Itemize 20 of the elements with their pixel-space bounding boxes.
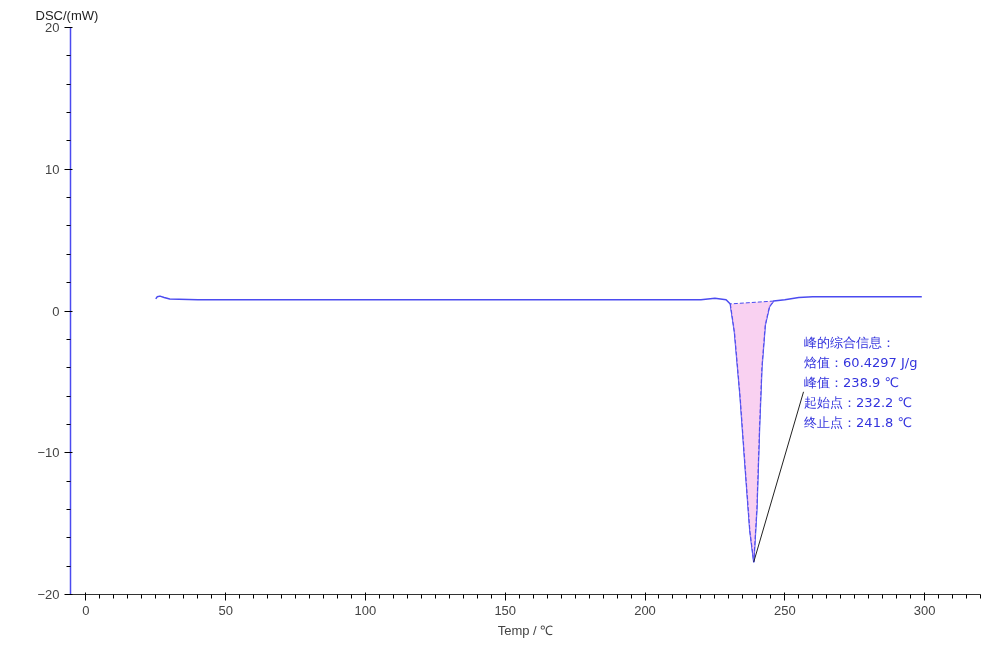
annotation: 峰值：238.9 ℃: [804, 374, 900, 390]
x-axis-title: Temp / ℃: [497, 622, 554, 638]
line-series: [155, 295, 923, 563]
y-tick-label: 10: [45, 161, 60, 177]
y-axis-title: DSC/(mW): [35, 7, 99, 23]
x-tick-label: 300: [913, 602, 936, 618]
x-tick-label: 150: [494, 602, 517, 618]
annotation: 终止点：241.8 ℃: [804, 414, 913, 430]
x-tick-label: 0: [82, 602, 90, 618]
x-tick-label: 250: [773, 602, 796, 618]
y-tick-label: −20: [37, 587, 60, 602]
annotation: 峰的综合信息：: [804, 334, 896, 350]
y-tick-label: −10: [37, 445, 60, 461]
annotation: 焓值：60.4297 J/g: [804, 354, 918, 370]
x-tick-label: 100: [354, 602, 377, 618]
y-tick-label: 0: [52, 303, 60, 319]
y-tick-label: 20: [45, 20, 60, 35]
annotation: 起始点：232.2 ℃: [804, 394, 913, 410]
x-tick-label: 200: [634, 602, 656, 618]
x-tick-label: 50: [218, 602, 233, 618]
